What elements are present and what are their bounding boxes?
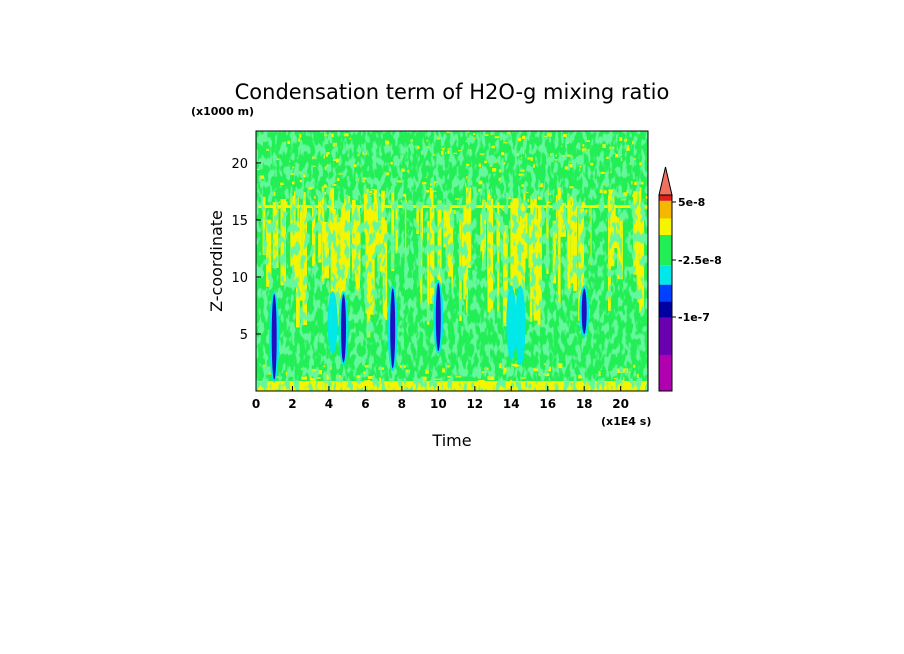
y-axis-label: Z-coordinate — [207, 210, 226, 312]
colorbar-extend-arrow — [658, 166, 673, 196]
x-tick-label: 20 — [612, 397, 629, 411]
colorbar-segment — [659, 235, 672, 266]
y-tick-label: 10 — [231, 271, 248, 286]
colorbar-segment — [659, 265, 672, 285]
x-tick-label: 6 — [361, 397, 369, 411]
heatmap-feature — [517, 288, 523, 363]
colorbar-segment — [659, 284, 672, 302]
heatmap-features — [269, 279, 590, 383]
colorbar-label: -1e-7 — [678, 311, 710, 324]
x-axis-label: Time — [431, 431, 471, 450]
heatmap-feature — [271, 294, 277, 380]
heatmap-feature — [330, 294, 336, 352]
y-tick-label: 15 — [231, 214, 248, 229]
colorbar-frame — [658, 194, 673, 392]
colorbar-segment — [659, 195, 672, 201]
plot-area — [255, 130, 649, 392]
heatmap-feature — [390, 288, 396, 369]
x-tick-label: 16 — [539, 397, 556, 411]
x-tick-label: 4 — [325, 397, 333, 411]
colorbar-segment — [659, 218, 672, 235]
colorbar-segment — [659, 317, 672, 355]
x-tick-label: 8 — [398, 397, 406, 411]
x-unit-label: (x1E4 s) — [601, 415, 651, 428]
heatmap-feature — [341, 294, 346, 363]
colorbar: 5e-8 -2.5e-8 -1e-7 — [658, 166, 722, 392]
heatmap-texture — [256, 131, 648, 391]
heatmap-feature — [508, 288, 514, 357]
colorbar-segment — [659, 200, 672, 219]
y-tick-label: 20 — [231, 157, 248, 172]
x-tick-label: 14 — [503, 397, 520, 411]
plot-frame — [255, 130, 649, 392]
x-tick-label: 10 — [430, 397, 447, 411]
chart-title: Condensation term of H2O-g mixing ratio — [235, 80, 670, 104]
y-axis-ticks: 5 10 15 20 — [231, 157, 261, 343]
heatmap-feature — [435, 282, 441, 352]
colorbar-label: 5e-8 — [678, 196, 705, 209]
x-tick-label: 12 — [466, 397, 483, 411]
heatmap-feature — [581, 288, 587, 335]
colorbar-label: -2.5e-8 — [678, 254, 722, 267]
x-tick-label: 0 — [252, 397, 260, 411]
colorbar-segment — [659, 354, 672, 391]
x-tick-label: 18 — [576, 397, 593, 411]
colorbar-segment — [659, 301, 672, 318]
x-axis-ticks: 0 2 4 6 8 10 12 14 16 18 20 — [252, 386, 629, 411]
y-unit-label: (x1000 m) — [191, 105, 254, 118]
x-tick-label: 2 — [288, 397, 296, 411]
y-tick-label: 5 — [240, 328, 248, 343]
